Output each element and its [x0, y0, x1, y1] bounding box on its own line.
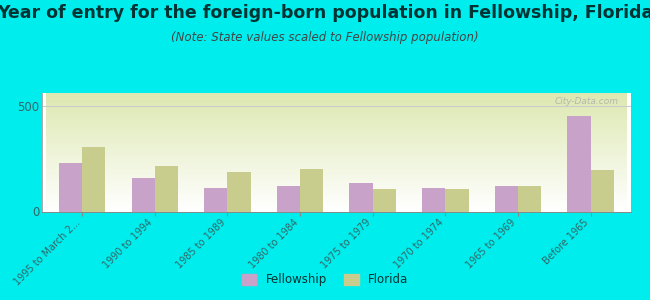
Bar — [518, 186, 541, 212]
Bar — [227, 172, 251, 212]
Bar — [495, 186, 518, 212]
Bar — [82, 147, 105, 212]
Bar — [59, 163, 82, 212]
Bar — [372, 189, 396, 212]
Bar — [422, 188, 445, 211]
Bar — [445, 189, 469, 212]
Bar — [350, 183, 372, 212]
Text: Year of entry for the foreign-born population in Fellowship, Florida: Year of entry for the foreign-born popul… — [0, 4, 650, 22]
Bar — [591, 170, 614, 212]
Text: City-Data.com: City-Data.com — [554, 97, 619, 106]
Bar — [300, 169, 323, 212]
Bar — [204, 188, 227, 211]
Legend: Fellowship, Florida: Fellowship, Florida — [237, 269, 413, 291]
Bar — [155, 166, 178, 211]
Bar — [131, 178, 155, 212]
Bar — [567, 116, 591, 212]
Text: (Note: State values scaled to Fellowship population): (Note: State values scaled to Fellowship… — [171, 32, 479, 44]
Bar — [277, 186, 300, 212]
